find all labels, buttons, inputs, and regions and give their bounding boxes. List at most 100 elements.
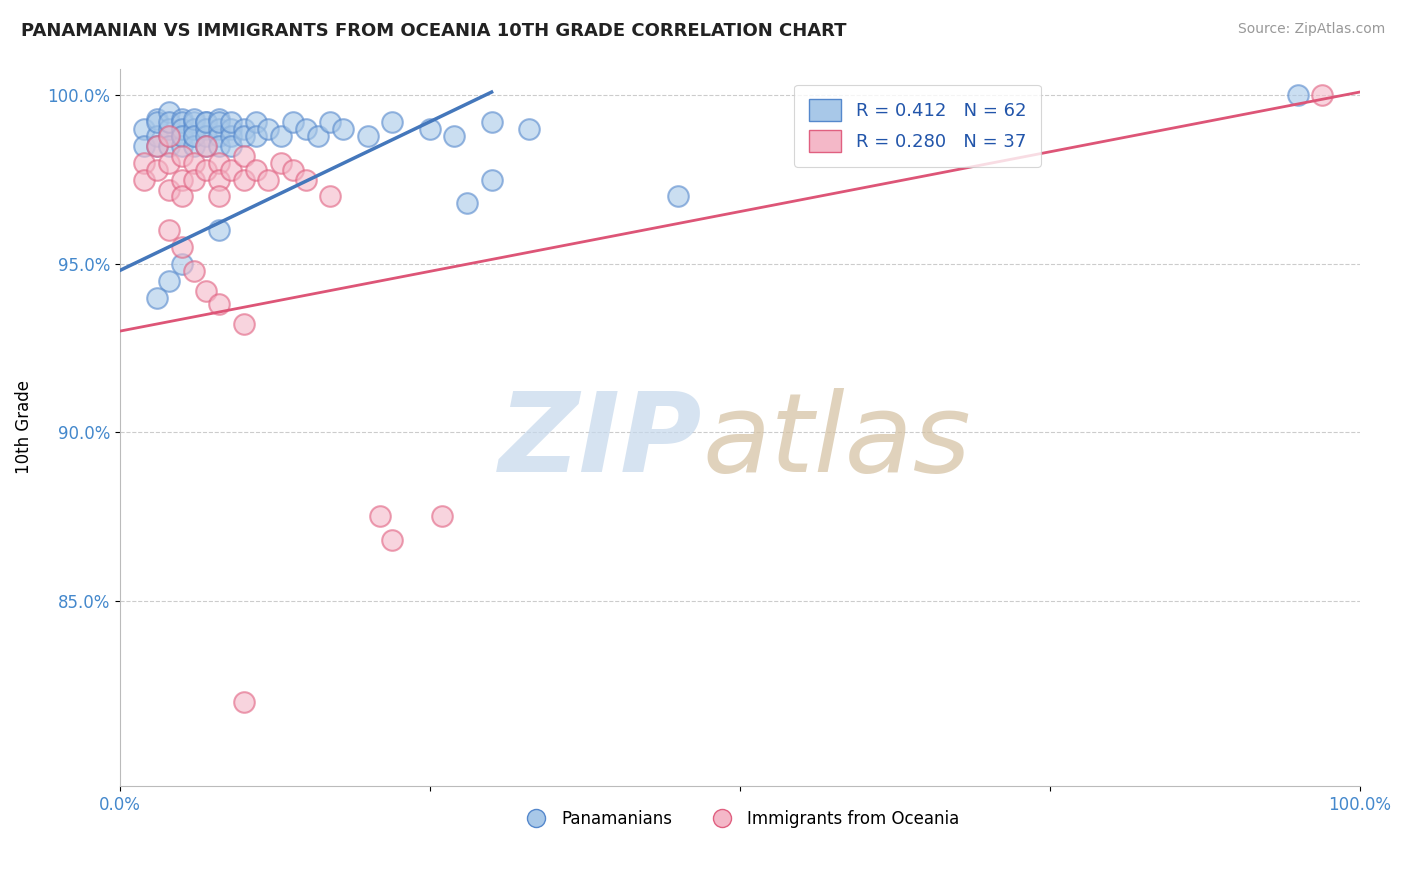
Point	[208, 172, 231, 186]
Point	[208, 115, 231, 129]
Point	[157, 122, 180, 136]
Point	[170, 172, 193, 186]
Point	[208, 297, 231, 311]
Point	[219, 115, 242, 129]
Point	[157, 274, 180, 288]
Point	[208, 189, 231, 203]
Point	[146, 162, 169, 177]
Point	[481, 115, 503, 129]
Point	[183, 172, 205, 186]
Point	[170, 128, 193, 143]
Point	[183, 139, 205, 153]
Point	[1310, 88, 1333, 103]
Point	[208, 156, 231, 170]
Point	[319, 189, 342, 203]
Text: PANAMANIAN VS IMMIGRANTS FROM OCEANIA 10TH GRADE CORRELATION CHART: PANAMANIAN VS IMMIGRANTS FROM OCEANIA 10…	[21, 22, 846, 40]
Point	[157, 105, 180, 120]
Point	[195, 115, 218, 129]
Point	[232, 318, 254, 332]
Point	[157, 223, 180, 237]
Point	[307, 128, 329, 143]
Text: ZIP: ZIP	[499, 388, 703, 495]
Point	[146, 115, 169, 129]
Point	[232, 172, 254, 186]
Point	[183, 263, 205, 277]
Point	[195, 139, 218, 153]
Point	[294, 172, 316, 186]
Point	[157, 156, 180, 170]
Point	[517, 122, 540, 136]
Point	[134, 122, 156, 136]
Point	[219, 162, 242, 177]
Point	[195, 128, 218, 143]
Point	[195, 284, 218, 298]
Point	[157, 128, 180, 143]
Point	[170, 149, 193, 163]
Point	[134, 172, 156, 186]
Point	[208, 122, 231, 136]
Point	[146, 139, 169, 153]
Point	[332, 122, 354, 136]
Point	[134, 156, 156, 170]
Point	[157, 139, 180, 153]
Point	[245, 162, 267, 177]
Point	[257, 172, 280, 186]
Point	[443, 128, 465, 143]
Point	[232, 695, 254, 709]
Point	[381, 115, 404, 129]
Point	[270, 128, 292, 143]
Point	[257, 122, 280, 136]
Text: Source: ZipAtlas.com: Source: ZipAtlas.com	[1237, 22, 1385, 37]
Point	[134, 139, 156, 153]
Point	[170, 139, 193, 153]
Point	[245, 115, 267, 129]
Point	[146, 139, 169, 153]
Legend: Panamanians, Immigrants from Oceania: Panamanians, Immigrants from Oceania	[513, 804, 966, 835]
Point	[170, 257, 193, 271]
Point	[170, 128, 193, 143]
Y-axis label: 10th Grade: 10th Grade	[15, 380, 32, 475]
Point	[170, 115, 193, 129]
Point	[481, 172, 503, 186]
Point	[294, 122, 316, 136]
Point	[430, 509, 453, 524]
Point	[183, 156, 205, 170]
Point	[208, 223, 231, 237]
Point	[183, 122, 205, 136]
Point	[183, 128, 205, 143]
Point	[456, 196, 478, 211]
Point	[183, 112, 205, 126]
Point	[1286, 88, 1309, 103]
Point	[232, 128, 254, 143]
Point	[381, 533, 404, 547]
Point	[208, 139, 231, 153]
Point	[208, 128, 231, 143]
Point	[170, 112, 193, 126]
Point	[319, 115, 342, 129]
Point	[245, 128, 267, 143]
Point	[146, 112, 169, 126]
Point	[219, 122, 242, 136]
Point	[157, 183, 180, 197]
Point	[195, 122, 218, 136]
Point	[232, 149, 254, 163]
Point	[157, 128, 180, 143]
Point	[368, 509, 391, 524]
Point	[146, 128, 169, 143]
Point	[157, 115, 180, 129]
Point	[419, 122, 441, 136]
Point	[219, 128, 242, 143]
Point	[283, 115, 305, 129]
Text: atlas: atlas	[703, 388, 972, 495]
Point	[195, 115, 218, 129]
Point	[183, 115, 205, 129]
Point	[270, 156, 292, 170]
Point	[219, 139, 242, 153]
Point	[183, 128, 205, 143]
Point	[195, 162, 218, 177]
Point	[170, 189, 193, 203]
Point	[666, 189, 689, 203]
Point	[232, 122, 254, 136]
Point	[146, 291, 169, 305]
Point	[170, 122, 193, 136]
